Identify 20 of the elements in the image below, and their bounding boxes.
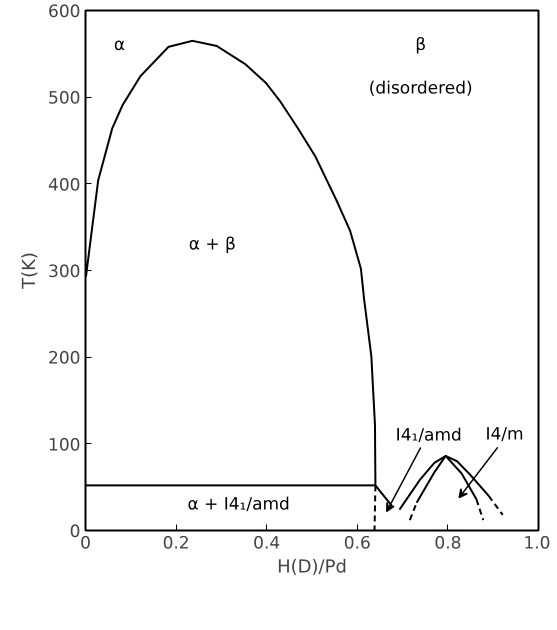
annotation: (disordered) — [368, 78, 473, 98]
annotation: α + β — [188, 234, 236, 254]
annotation: I4₁/amd — [396, 425, 462, 446]
annotation: α + I4₁/amd — [187, 494, 290, 514]
y-tick-label: 200 — [48, 348, 81, 369]
x-tick-label: 0.2 — [162, 534, 190, 554]
y-tick-label: 500 — [48, 88, 81, 109]
x-tick-label: 1.0 — [523, 534, 551, 554]
x-tick-label: 0.6 — [344, 534, 371, 554]
x-tick-label: 0.8 — [434, 534, 462, 554]
y-tick-label: 100 — [48, 435, 81, 456]
annotation: α — [114, 35, 126, 56]
annotation: I4/m — [485, 424, 524, 444]
x-axis-title: H(D)/Pd — [277, 556, 347, 578]
x-tick-label: 0.4 — [253, 534, 280, 554]
y-tick-label: 600 — [48, 2, 81, 22]
y-axis-title: T(K) — [19, 252, 40, 290]
y-tick-label: 400 — [48, 175, 81, 196]
y-tick-label: 300 — [48, 262, 81, 282]
annotation: β — [415, 35, 426, 56]
